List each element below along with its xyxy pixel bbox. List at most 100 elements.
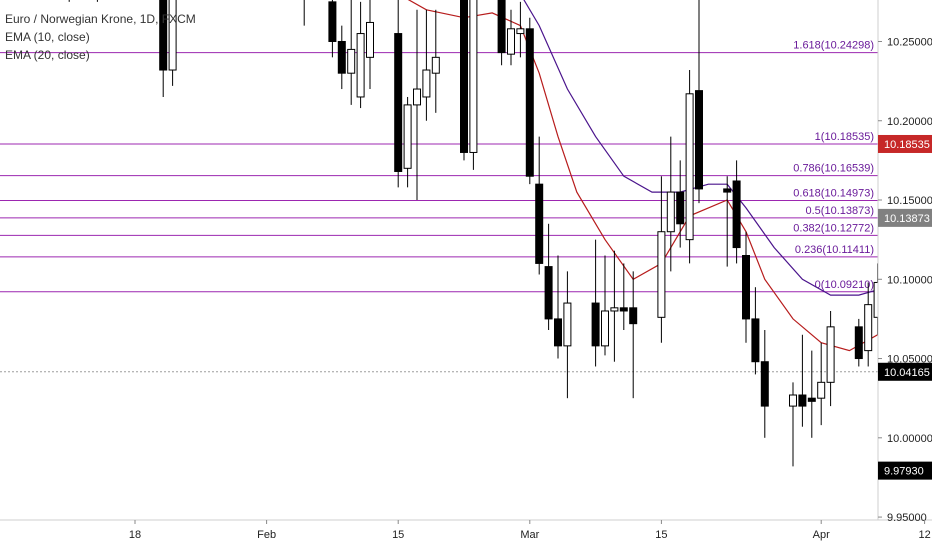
- candle-body: [544, 266, 553, 320]
- candle-body: [403, 104, 412, 169]
- candle[interactable]: [629, 271, 638, 399]
- candle[interactable]: [535, 136, 544, 275]
- candle[interactable]: [525, 17, 534, 185]
- candle[interactable]: [826, 310, 835, 407]
- candle[interactable]: [657, 176, 666, 343]
- candle-body: [826, 326, 835, 383]
- candle[interactable]: [591, 239, 600, 367]
- x-tick-label: 12: [918, 529, 930, 541]
- candle[interactable]: [544, 223, 553, 331]
- fib-label: 1.618(10.24298): [793, 40, 874, 52]
- candle[interactable]: [516, 1, 525, 58]
- candle[interactable]: [431, 9, 440, 113]
- candle-body: [497, 0, 506, 54]
- candle[interactable]: [159, 0, 168, 97]
- candle-body: [394, 33, 403, 172]
- candle[interactable]: [732, 160, 741, 264]
- x-tick-label: Apr: [813, 529, 830, 541]
- candle[interactable]: [497, 0, 506, 66]
- candle-body: [168, 0, 177, 71]
- candle[interactable]: [676, 160, 685, 248]
- legend-ema10: EMA (10, close): [5, 30, 90, 44]
- fib-label: 0.236(10.11411): [795, 244, 874, 256]
- candle[interactable]: [366, 0, 374, 90]
- price-tag-text: 10.13873: [884, 213, 930, 225]
- candle[interactable]: [356, 1, 365, 109]
- candle[interactable]: [817, 342, 826, 426]
- candle[interactable]: [403, 96, 412, 188]
- candle-body: [742, 255, 750, 320]
- candle[interactable]: [723, 176, 732, 267]
- candle[interactable]: [666, 136, 675, 272]
- candle[interactable]: [337, 25, 346, 90]
- candle-body: [356, 33, 365, 98]
- candle-body: [328, 1, 337, 42]
- y-tick-label: 10.10000: [887, 274, 932, 286]
- candle[interactable]: [798, 334, 807, 427]
- candle-body: [798, 394, 807, 407]
- fib-label: 0.5(10.13873): [806, 205, 875, 217]
- candle[interactable]: [66, 0, 73, 2]
- candle[interactable]: [563, 271, 572, 399]
- candle-body: [159, 0, 168, 71]
- candle-body: [629, 307, 638, 325]
- candle[interactable]: [507, 9, 515, 66]
- candle[interactable]: [347, 0, 356, 105]
- candle-body: [760, 361, 769, 407]
- candle-body: [413, 88, 421, 106]
- candle[interactable]: [301, 0, 308, 26]
- candle-body: [516, 28, 525, 35]
- candle[interactable]: [413, 9, 421, 201]
- candle[interactable]: [460, 0, 468, 161]
- candle[interactable]: [760, 330, 769, 438]
- price-tag-bg: [878, 461, 932, 480]
- candle[interactable]: [751, 287, 760, 375]
- candle-body: [431, 56, 440, 74]
- candle-body: [469, 0, 478, 153]
- candle[interactable]: [168, 0, 177, 86]
- candle-body: [666, 191, 675, 233]
- candle[interactable]: [469, 0, 478, 170]
- candle-body: [789, 394, 797, 407]
- candle[interactable]: [601, 255, 609, 356]
- x-tick-label: 18: [129, 529, 141, 541]
- candle-body: [807, 397, 816, 402]
- fib-label: 1(10.18535): [815, 131, 874, 143]
- candle[interactable]: [864, 282, 873, 367]
- candle-body: [854, 326, 863, 360]
- candle-body: [864, 304, 873, 352]
- candle-body: [347, 48, 356, 74]
- candle-body: [460, 0, 468, 153]
- candle[interactable]: [742, 231, 750, 343]
- candle[interactable]: [394, 0, 403, 188]
- y-tick-label: 10.25000: [887, 36, 932, 48]
- legend-ema20: EMA (20, close): [5, 48, 90, 62]
- candle[interactable]: [422, 9, 431, 121]
- candle[interactable]: [554, 255, 562, 359]
- candle[interactable]: [94, 0, 101, 2]
- candle[interactable]: [789, 382, 797, 467]
- candle-body: [751, 318, 760, 363]
- candles: [66, 0, 932, 467]
- candle[interactable]: [610, 250, 619, 362]
- candle[interactable]: [807, 350, 816, 438]
- fib-levels: 1.618(10.24298) 1(10.18535) 0.786(10.16539…: [0, 40, 878, 373]
- candle[interactable]: [328, 0, 337, 58]
- candle-body: [676, 191, 685, 225]
- price-tag: 10.13873: [878, 208, 932, 227]
- candle[interactable]: [854, 318, 863, 367]
- x-tick-label: 15: [392, 529, 404, 541]
- y-tick-label: 10.00000: [887, 433, 932, 445]
- candle[interactable]: [619, 263, 628, 331]
- candle[interactable]: [695, 0, 703, 204]
- candle-body: [619, 307, 628, 312]
- y-tick-label: 10.15000: [887, 195, 932, 207]
- fib-label: 0(10.09210): [815, 279, 874, 291]
- price-tag-bg: [878, 134, 932, 153]
- price-tag-text: 10.18535: [884, 139, 930, 151]
- candle-body: [525, 28, 534, 177]
- candle[interactable]: [685, 70, 694, 264]
